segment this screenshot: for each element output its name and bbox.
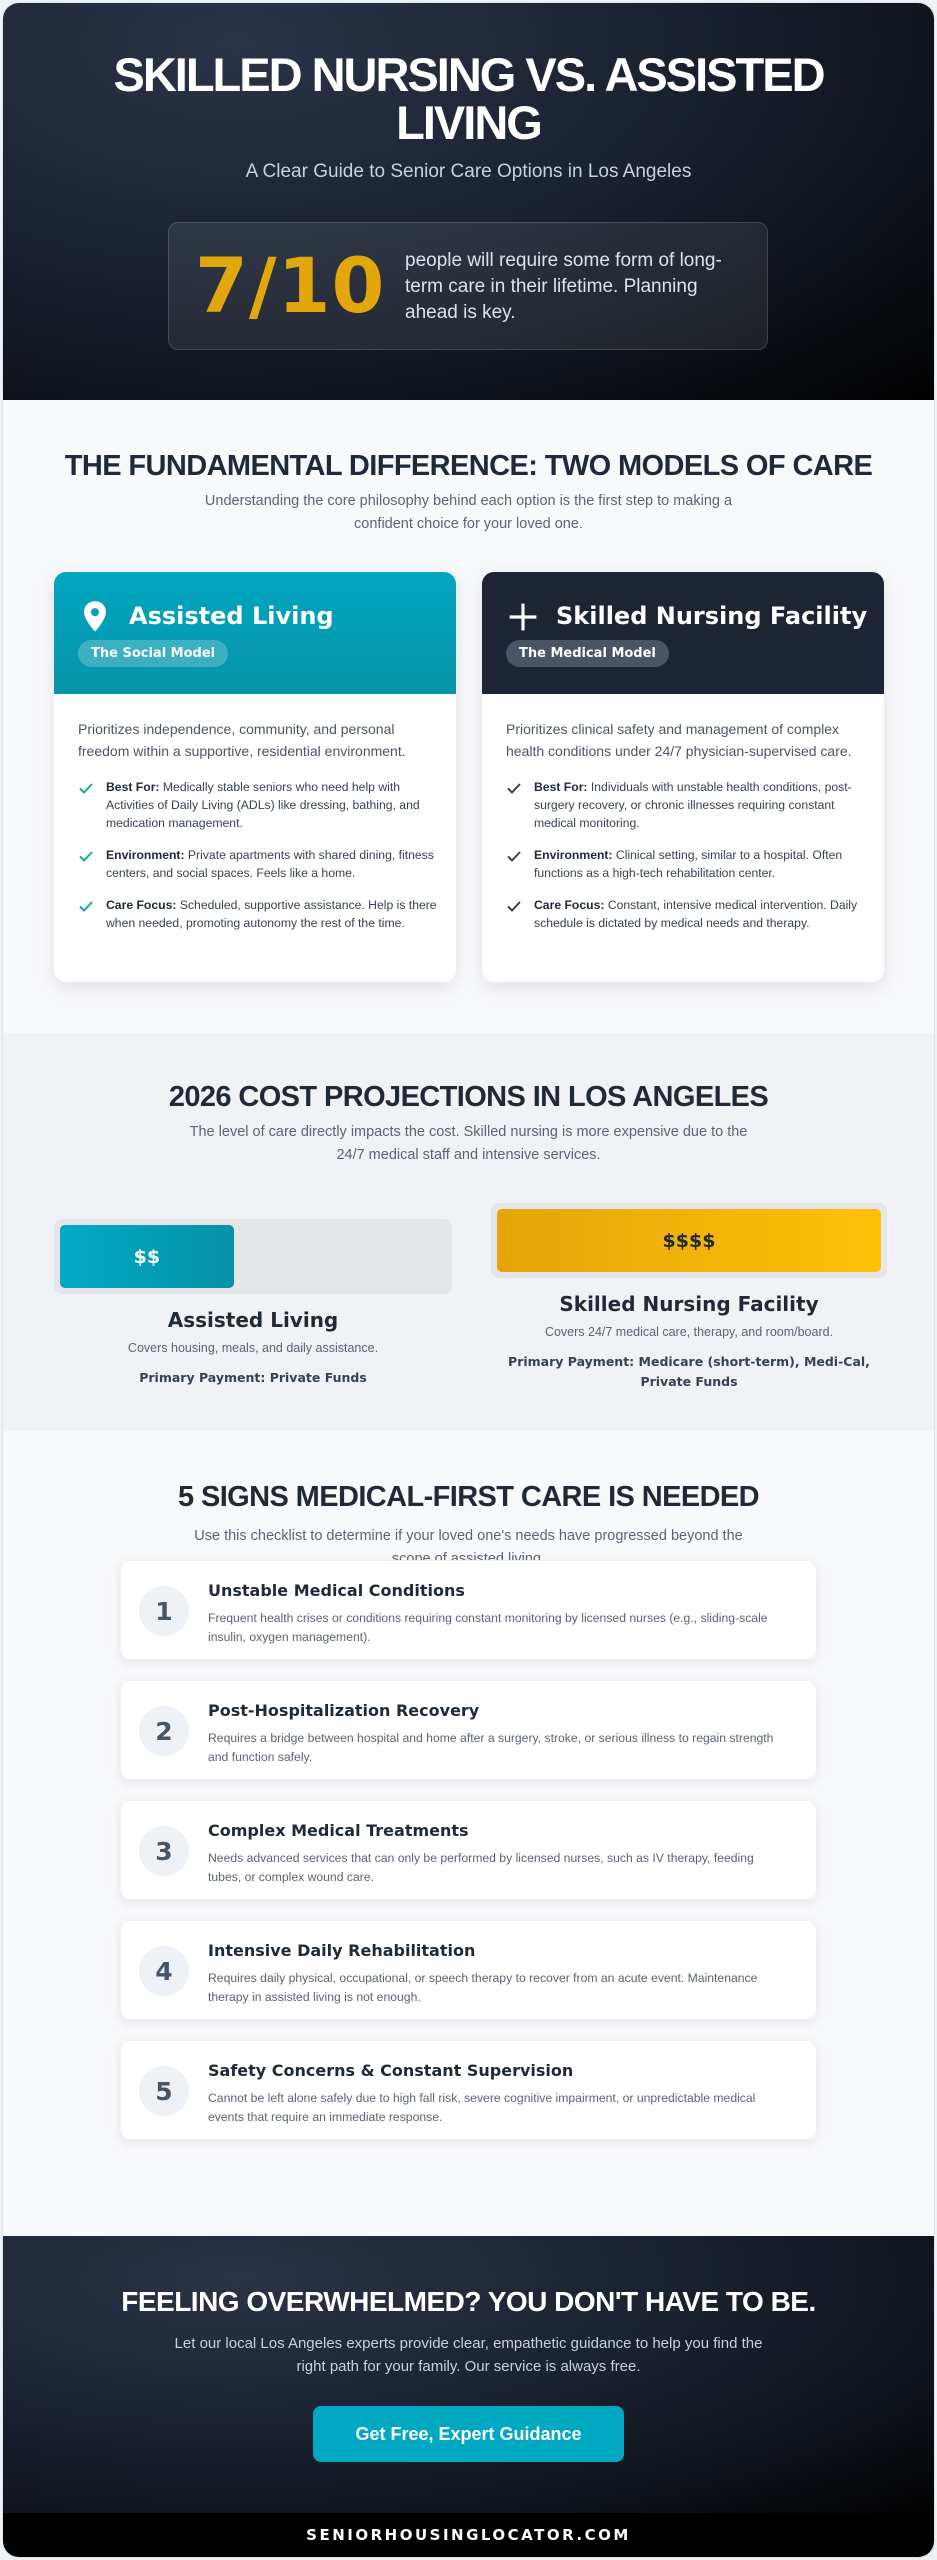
assisted-living-cost-name: Assisted Living: [167, 1308, 339, 1332]
assisted-living-intro: Prioritizes independence, community, and…: [78, 721, 406, 759]
stat-text: people will require some form of long-te…: [405, 250, 722, 323]
sign-title: Safety Concerns & Constant Supervision: [208, 2061, 574, 2080]
sign-card: 4 Intensive Daily Rehabilitation Require…: [120, 1920, 817, 2020]
check-icon: [79, 783, 93, 794]
cta-desc: Let our local Los Angeles experts provid…: [174, 2335, 763, 2375]
feature-item: Best For: Medically stable seniors who n…: [78, 778, 438, 832]
skilled-nursing-model-pill: The Medical Model: [506, 640, 669, 667]
get-guidance-button[interactable]: Get Free, Expert Guidance: [313, 2406, 624, 2462]
feature-text: Medically stable seniors who need help w…: [106, 780, 420, 830]
assisted-living-cost-fill: $$: [60, 1225, 234, 1288]
assisted-living-card: Assisted Living The Social Model Priorit…: [54, 572, 456, 982]
feature-text: Private apartments with shared dining, f…: [106, 848, 434, 880]
feature-label: Best For:: [534, 780, 588, 794]
feature-label: Environment:: [534, 848, 613, 862]
sign-card: 3 Complex Medical Treatments Needs advan…: [120, 1800, 817, 1900]
feature-item: Environment: Clinical setting, similar t…: [506, 846, 866, 882]
infographic-page: SKILLED NURSING VS. ASSISTED LIVING A Cl…: [3, 3, 934, 2557]
sign-title: Post-Hospitalization Recovery: [208, 1701, 480, 1720]
assisted-living-cost-desc: Covers housing, meals, and daily assista…: [127, 1341, 379, 1355]
difference-desc: Understanding the core philosophy behind…: [204, 493, 733, 532]
feature-label: Environment:: [106, 848, 185, 862]
skilled-nursing-cost-name: Skilled Nursing Facility: [559, 1292, 819, 1316]
sign-desc: Frequent health crises or conditions req…: [208, 1611, 768, 1644]
skilled-nursing-intro: Prioritizes clinical safety and manageme…: [506, 721, 852, 759]
cta-section: FEELING OVERWHELMED? YOU DON'T HAVE TO B…: [3, 2236, 934, 2513]
cost-section: 2026 COST PROJECTIONS IN LOS ANGELES The…: [3, 1033, 934, 1431]
cost-title: 2026 COST PROJECTIONS IN LOS ANGELES: [168, 1081, 769, 1113]
feature-text: Individuals with unstable health conditi…: [534, 780, 852, 830]
sign-card: 1 Unstable Medical Conditions Frequent h…: [120, 1560, 817, 1660]
sign-number: 1: [139, 1586, 189, 1636]
stat-value: 7/10: [195, 241, 386, 330]
feature-text: Constant, intensive medical intervention…: [534, 898, 858, 930]
assisted-living-model-pill: The Social Model: [78, 640, 229, 667]
feature-item: Environment: Private apartments with sha…: [78, 846, 438, 882]
feature-label: Best For:: [106, 780, 160, 794]
feature-text: Scheduled, supportive assistance. Help i…: [106, 898, 437, 930]
feature-item: Care Focus: Constant, intensive medical …: [506, 896, 866, 932]
sign-number: 2: [139, 1706, 189, 1756]
skilled-nursing-cost-desc: Covers 24/7 medical care, therapy, and r…: [544, 1325, 834, 1339]
assisted-living-payment: Primary Payment: Private Funds: [139, 1370, 367, 1385]
feature-item: Care Focus: Scheduled, supportive assist…: [78, 896, 438, 932]
sign-card: 2 Post-Hospitalization Recovery Requires…: [120, 1680, 817, 1780]
cta-title: FEELING OVERWHELMED? YOU DON'T HAVE TO B…: [121, 2286, 816, 2317]
signs-section: 5 SIGNS MEDICAL-FIRST CARE IS NEEDED Use…: [3, 1433, 934, 2233]
feature-item: Best For: Individuals with unstable heal…: [506, 778, 866, 832]
signs-title: 5 SIGNS MEDICAL-FIRST CARE IS NEEDED: [177, 1481, 760, 1513]
sign-title: Intensive Daily Rehabilitation: [208, 1941, 476, 1960]
difference-title: THE FUNDAMENTAL DIFFERENCE: TWO MODELS O…: [64, 450, 873, 482]
sign-number: 5: [139, 2066, 189, 2116]
assisted-living-card-header: Assisted Living The Social Model: [54, 572, 456, 694]
hero-section: SKILLED NURSING VS. ASSISTED LIVING A Cl…: [3, 3, 934, 400]
sign-number: 3: [139, 1826, 189, 1876]
map-pin-icon: [84, 601, 106, 632]
footer: SENIORHOUSINGLOCATOR.COM: [3, 2513, 934, 2557]
footer-website-link[interactable]: SENIORHOUSINGLOCATOR.COM: [306, 2526, 631, 2544]
hero-subtitle: A Clear Guide to Senior Care Options in …: [245, 161, 692, 182]
check-icon: [79, 851, 93, 862]
sign-desc: Requires a bridge between hospital and h…: [208, 1731, 774, 1764]
medical-cross-icon: [509, 603, 537, 631]
sign-desc: Requires daily physical, occupational, o…: [208, 1971, 758, 2004]
skilled-nursing-cost-bar: $$$$: [491, 1203, 887, 1278]
hero-title: SKILLED NURSING VS. ASSISTED LIVING: [113, 48, 825, 149]
assisted-living-card-title: Assisted Living: [129, 602, 334, 630]
sign-title: Complex Medical Treatments: [208, 1821, 469, 1840]
skilled-nursing-card-header: Skilled Nursing Facility The Medical Mod…: [482, 572, 884, 694]
skilled-nursing-cost-fill: $$$$: [497, 1209, 881, 1272]
assisted-living-cost: $$ Assisted Living Covers housing, meals…: [54, 1219, 452, 1388]
skilled-nursing-card: Skilled Nursing Facility The Medical Mod…: [482, 572, 884, 982]
difference-section: THE FUNDAMENTAL DIFFERENCE: TWO MODELS O…: [3, 400, 934, 1030]
check-icon: [507, 783, 521, 794]
sign-desc: Cannot be left alone safely due to high …: [208, 2091, 756, 2124]
skilled-nursing-payment: Primary Payment: Medicare (short-term), …: [508, 1354, 870, 1389]
sign-number: 4: [139, 1946, 189, 1996]
assisted-living-features: Best For: Medically stable seniors who n…: [78, 778, 438, 946]
cost-desc: The level of care directly impacts the c…: [189, 1124, 748, 1163]
check-icon: [507, 851, 521, 862]
assisted-living-cost-bar: $$: [54, 1219, 452, 1294]
skilled-nursing-cost: $$$$ Skilled Nursing Facility Covers 24/…: [491, 1203, 887, 1392]
sign-desc: Needs advanced services that can only be…: [208, 1851, 754, 1884]
stat-box: 7/10 people will require some form of lo…: [168, 222, 768, 350]
feature-label: Care Focus:: [534, 898, 605, 912]
check-icon: [79, 901, 93, 912]
sign-card: 5 Safety Concerns & Constant Supervision…: [120, 2040, 817, 2140]
skilled-nursing-card-title: Skilled Nursing Facility: [556, 602, 868, 630]
sign-title: Unstable Medical Conditions: [208, 1581, 465, 1600]
skilled-nursing-features: Best For: Individuals with unstable heal…: [506, 778, 866, 946]
check-icon: [507, 901, 521, 912]
feature-text: Clinical setting, similar to a hospital.…: [534, 848, 843, 880]
feature-label: Care Focus:: [106, 898, 177, 912]
